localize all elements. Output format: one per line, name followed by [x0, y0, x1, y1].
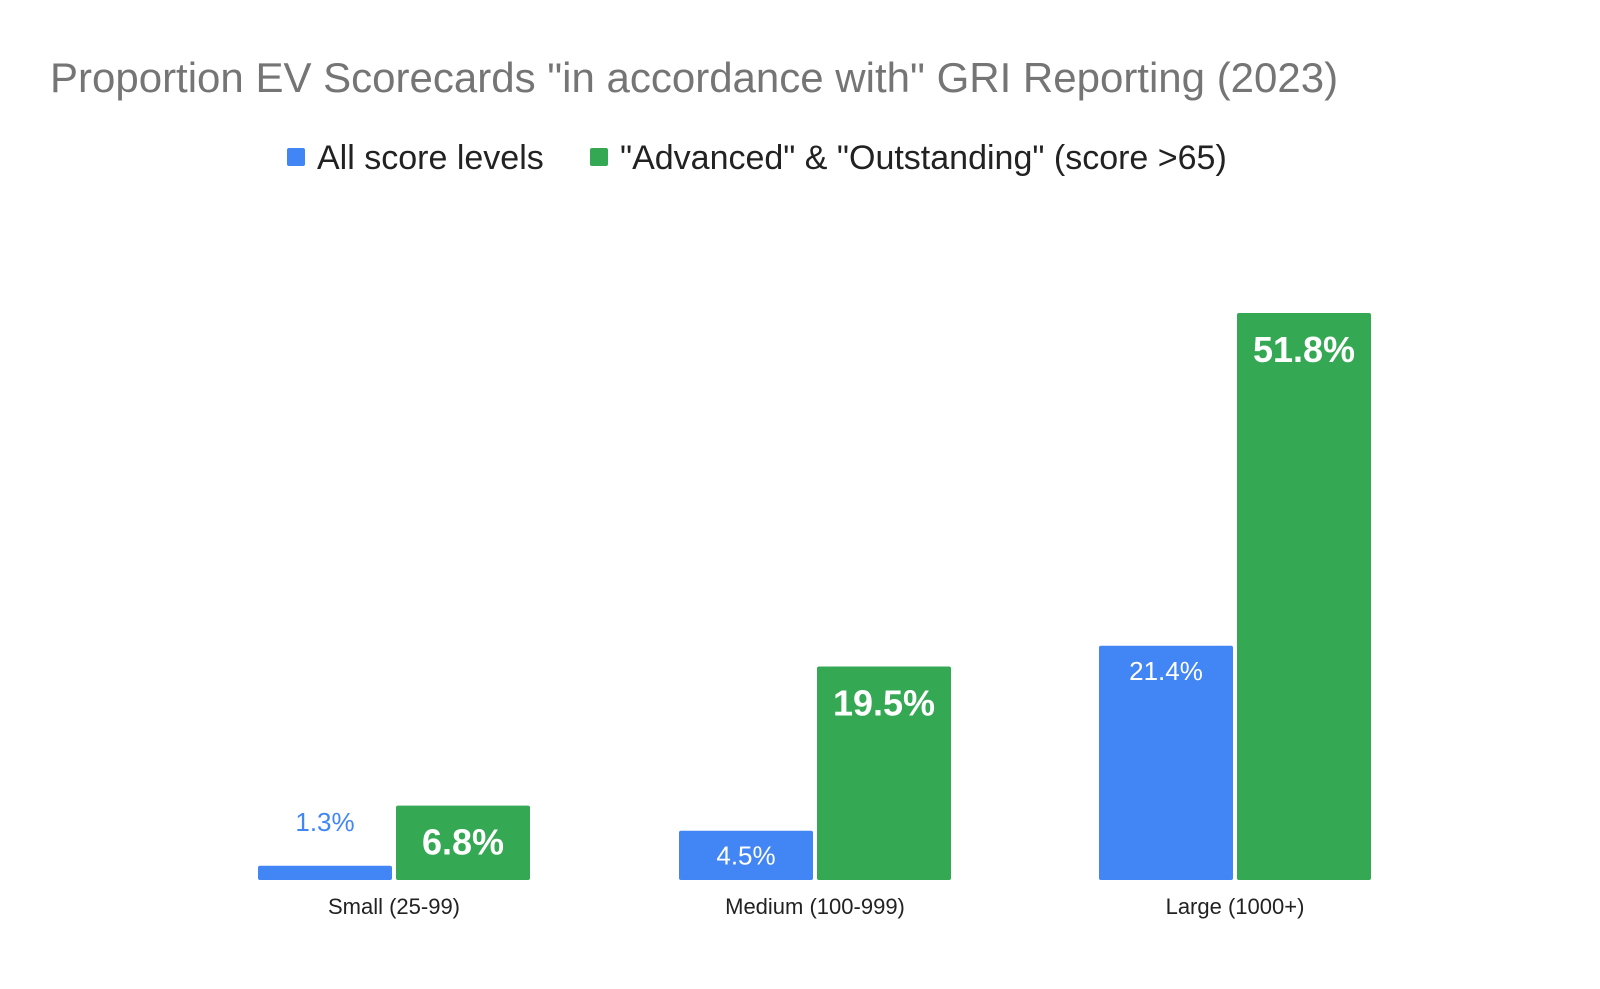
x-tick-label-0: Small (25-99) — [328, 894, 460, 919]
bar-advanced-outstanding-2 — [1237, 313, 1371, 880]
bar-all-score-levels-0 — [258, 865, 392, 880]
x-tick-label-1: Medium (100-999) — [725, 894, 905, 919]
data-label-all-score-levels-0: 1.3% — [295, 807, 354, 837]
bars: 1.3% 6.8% 4.5% 19.5% 21.4% 51.8% — [258, 313, 1371, 880]
legend-swatch-1 — [590, 148, 608, 166]
data-label-advanced-outstanding-1: 19.5% — [833, 683, 935, 724]
data-label-advanced-outstanding-2: 51.8% — [1253, 329, 1355, 370]
x-axis: Small (25-99) Medium (100-999) Large (1000… — [328, 894, 1304, 919]
legend-swatch-0 — [287, 148, 305, 166]
data-label-advanced-outstanding-0: 6.8% — [422, 822, 504, 863]
bar-all-score-levels-2 — [1099, 645, 1233, 880]
legend: All score levels "Advanced" & "Outstandin… — [287, 139, 1227, 177]
data-label-all-score-levels-1: 4.5% — [716, 841, 775, 871]
legend-label-0: All score levels — [317, 139, 544, 177]
x-tick-label-2: Large (1000+) — [1166, 894, 1305, 919]
bar-advanced-outstanding-0 — [396, 805, 530, 880]
legend-label-1: "Advanced" & "Outstanding" (score >65) — [620, 139, 1227, 177]
bar-advanced-outstanding-1 — [817, 666, 951, 880]
bar-all-score-levels-1 — [679, 830, 813, 880]
data-label-all-score-levels-2: 21.4% — [1129, 656, 1203, 686]
chart-title: Proportion EV Scorecards "in accordance … — [50, 54, 1338, 101]
